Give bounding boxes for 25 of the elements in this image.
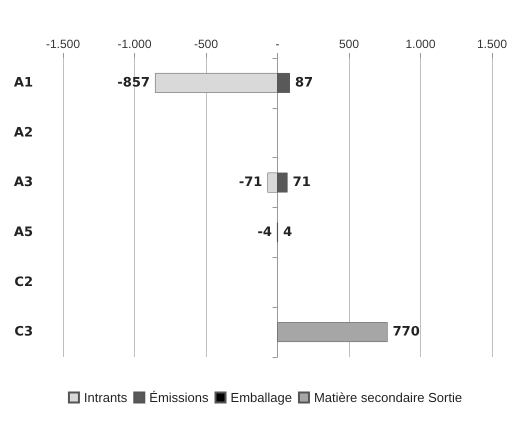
y-tick-label: A1 [14,75,33,90]
y-tick-label: C2 [14,274,33,290]
y-tick-label: A3 [14,175,33,190]
legend-label: Intrants [84,390,128,405]
x-tick-label: - [276,37,280,51]
data-label: 71 [292,175,311,190]
x-tick-label: -500 [194,37,218,51]
data-label: 87 [294,75,314,90]
y-tick-label: A5 [14,224,33,240]
y-tick-label: A2 [14,125,33,140]
x-tick-label: 500 [338,37,360,51]
x-tick-label: -1.500 [46,37,80,51]
data-label: 4 [283,224,292,240]
legend-label: Émissions [149,390,210,405]
data-label: -4 [257,224,272,240]
x-tick-label: 1.500 [476,37,508,51]
legend-label: Emballage [230,390,292,405]
bar [278,322,388,342]
y-tick-label: C3 [14,324,33,340]
data-label: -857 [117,75,150,90]
x-tick-label: 1.000 [405,37,436,51]
legend-label: Matière secondaire Sortie [314,390,462,405]
data-label: -71 [238,175,262,190]
data-label: 770 [392,324,420,340]
x-tick-label: -1.000 [117,37,152,51]
